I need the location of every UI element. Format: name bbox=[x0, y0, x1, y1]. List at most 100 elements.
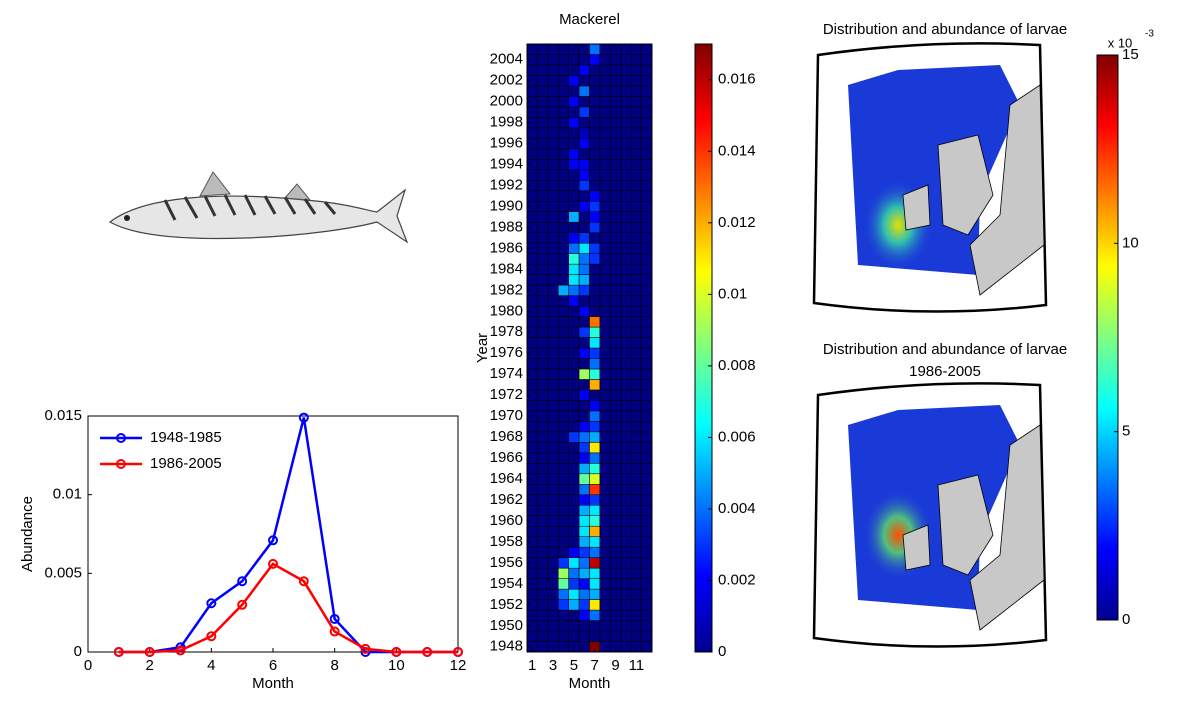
colorbar-tick-label: 0.002 bbox=[718, 571, 756, 588]
colorbar bbox=[1096, 54, 1119, 621]
heatmap-cell bbox=[630, 96, 642, 108]
heatmap-cell bbox=[547, 221, 559, 233]
heatmap-cell bbox=[578, 75, 590, 87]
heatmap-cell bbox=[568, 200, 580, 212]
heatmap-cell bbox=[568, 567, 580, 579]
heatmap-cell bbox=[630, 599, 642, 611]
heatmap-cell bbox=[578, 400, 590, 412]
heatmap-cell bbox=[537, 316, 549, 328]
heatmap-cell bbox=[558, 127, 569, 139]
heatmap-cell bbox=[599, 347, 611, 359]
colorbar-tick-label: 0 bbox=[1122, 611, 1130, 628]
heatmap-cell bbox=[620, 431, 632, 443]
heatmap-cell bbox=[578, 358, 590, 370]
y-tick-label: 1978 bbox=[490, 323, 523, 340]
marker bbox=[237, 599, 248, 610]
x-tick-label: 3 bbox=[549, 657, 557, 674]
heatmap-cell bbox=[547, 473, 559, 485]
heatmap-cell bbox=[558, 630, 569, 642]
heatmap-cell bbox=[630, 54, 642, 66]
heatmap-cell bbox=[578, 588, 590, 600]
heatmap-cell bbox=[630, 557, 642, 569]
heatmap-cell bbox=[578, 284, 590, 296]
heatmap-cell bbox=[578, 410, 590, 422]
heatmap-cell bbox=[578, 599, 590, 611]
y-tick-label: 1982 bbox=[490, 281, 523, 298]
heatmap-cell bbox=[537, 305, 549, 317]
heatmap-cell bbox=[547, 463, 559, 475]
heatmap-cell bbox=[620, 274, 632, 286]
y-tick-label: 1952 bbox=[490, 596, 523, 613]
heatmap-cell bbox=[526, 85, 538, 97]
heatmap-cell bbox=[568, 85, 580, 97]
heatmap-cell bbox=[568, 546, 580, 558]
heatmap-cell bbox=[620, 43, 632, 55]
heatmap-cell bbox=[578, 64, 590, 76]
heatmap-cell bbox=[589, 253, 601, 265]
y-tick-label: 1950 bbox=[490, 617, 523, 634]
heatmap-cell bbox=[641, 326, 653, 338]
heatmap-cell bbox=[526, 609, 538, 621]
heatmap-cell bbox=[620, 452, 632, 464]
heatmap-cell bbox=[630, 85, 642, 97]
heatmap-cell bbox=[620, 410, 632, 422]
y-tick-label: 0.005 bbox=[44, 564, 82, 581]
heatmap-cell bbox=[558, 379, 569, 391]
heatmap-cell bbox=[537, 138, 549, 150]
colorbar-tick-label: 0.01 bbox=[718, 285, 747, 302]
heatmap-cell bbox=[537, 242, 549, 254]
heatmap-cell bbox=[558, 421, 569, 433]
marker bbox=[360, 643, 371, 654]
heatmap-cell bbox=[641, 85, 653, 97]
heatmap-cell bbox=[589, 599, 601, 611]
heatmap-cell bbox=[620, 379, 632, 391]
heatmap-cell bbox=[526, 421, 538, 433]
y-tick-label: 1954 bbox=[490, 575, 523, 592]
heatmap-cell bbox=[568, 525, 580, 537]
heatmap-cell bbox=[610, 473, 621, 485]
heatmap-cell bbox=[547, 96, 559, 108]
heatmap-cell bbox=[641, 200, 653, 212]
heatmap-cell bbox=[589, 106, 601, 118]
heatmap-cell bbox=[568, 232, 580, 244]
heatmap-cell bbox=[641, 43, 653, 55]
x-tick-label: 12 bbox=[450, 657, 467, 674]
heatmap-cell bbox=[641, 159, 653, 171]
heatmap-cell bbox=[568, 64, 580, 76]
heatmap-cell bbox=[630, 358, 642, 370]
heatmap-cell bbox=[547, 525, 559, 537]
heatmap-cell bbox=[610, 578, 621, 590]
heatmap-cell bbox=[537, 180, 549, 192]
heatmap-cell bbox=[537, 494, 549, 506]
heatmap-cell bbox=[620, 473, 632, 485]
heatmap-cell bbox=[537, 337, 549, 349]
heatmap-cell bbox=[568, 96, 580, 108]
heatmap-cell bbox=[599, 190, 611, 202]
heatmap-cell bbox=[630, 389, 642, 401]
heatmap-cell bbox=[641, 484, 653, 496]
y-tick-label: 1976 bbox=[490, 344, 523, 361]
heatmap-cell bbox=[630, 316, 642, 328]
heatmap-cell bbox=[547, 242, 559, 254]
heatmap-cell bbox=[589, 138, 601, 150]
heatmap-cell bbox=[589, 337, 601, 349]
heatmap-cell bbox=[630, 421, 642, 433]
heatmap-cell bbox=[641, 75, 653, 87]
heatmap-cell bbox=[630, 253, 642, 265]
heatmap-cell bbox=[568, 473, 580, 485]
land bbox=[902, 84, 1045, 296]
heatmap-cell bbox=[547, 620, 559, 632]
heatmap-cell bbox=[578, 180, 590, 192]
plot-area bbox=[526, 43, 653, 653]
x-tick-label: 5 bbox=[570, 657, 578, 674]
heatmap-cell bbox=[547, 232, 559, 244]
heatmap-cell bbox=[620, 221, 632, 233]
heatmap-cell bbox=[630, 305, 642, 317]
heatmap-cell bbox=[537, 410, 549, 422]
heatmap-cell bbox=[610, 43, 621, 55]
y-tick-label: 2000 bbox=[490, 93, 523, 110]
heatmap-cell bbox=[641, 232, 653, 244]
heatmap-cell bbox=[599, 536, 611, 548]
heatmap-cell bbox=[630, 630, 642, 642]
x-tick-label: 1 bbox=[528, 657, 536, 674]
